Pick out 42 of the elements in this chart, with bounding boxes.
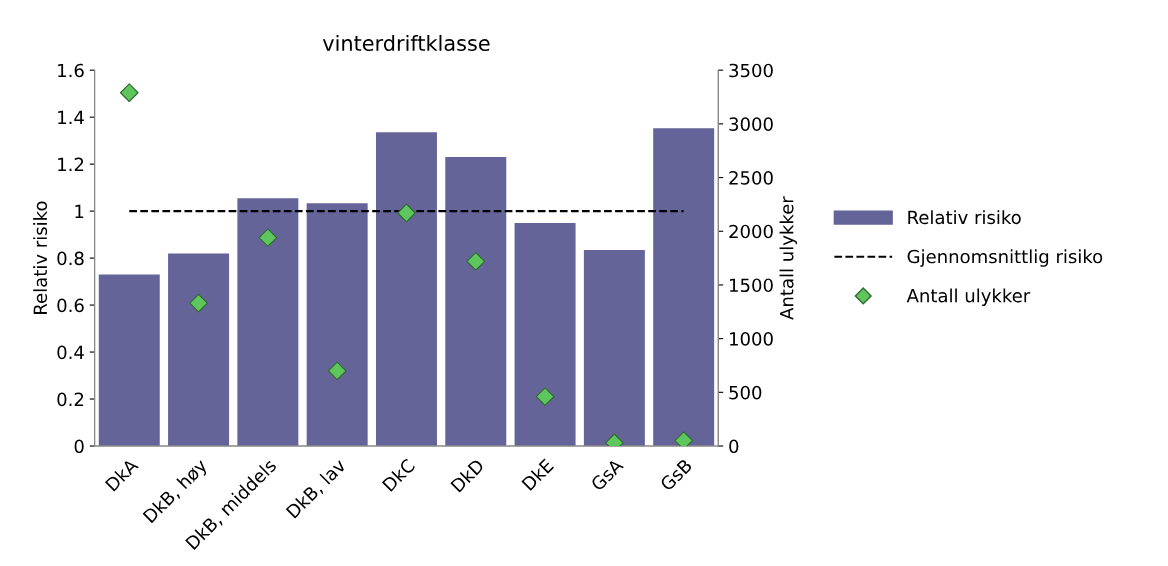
legend-label: Relativ risiko (908, 210, 1021, 225)
y-tick-label: 1.6 (58, 63, 84, 78)
y-tick-label: 0.8 (57, 251, 84, 266)
y2-tick-label: 3000 (729, 117, 773, 131)
bar (583, 250, 645, 447)
legend-label: Antall ulykker (906, 288, 1031, 306)
point (466, 251, 486, 271)
x-tick-label: GsA (590, 457, 625, 492)
y2-tick-label: 1000 (730, 332, 773, 346)
y-axis-title: Relativ risiko (33, 201, 48, 314)
bar (514, 223, 576, 447)
y-tick-label: 0.4 (57, 345, 84, 360)
y2-tick-label: 2500 (729, 171, 773, 185)
bar (653, 128, 715, 447)
y2-tick-label: 500 (729, 385, 762, 400)
bar (237, 198, 299, 447)
bar (375, 132, 437, 447)
point (258, 228, 278, 248)
bar (168, 253, 230, 447)
y2-axis-title: Antall ulykker (779, 196, 798, 320)
point (327, 361, 347, 381)
y-tick-label: 0.6 (57, 298, 84, 313)
y2-tick-label: 2000 (729, 224, 773, 239)
y-tick-label: 0 (74, 439, 84, 454)
point (535, 387, 555, 406)
chart-title: vinterdriftklasse (322, 34, 490, 52)
x-tick-label: GsB (659, 458, 693, 492)
y-tick-label: 0.2 (57, 392, 84, 407)
y2-tick-label: 0 (729, 439, 739, 454)
bar (98, 274, 160, 447)
legend-label: Gjennomsnittlig risiko (907, 249, 1103, 267)
y-tick-label: 1.2 (58, 157, 84, 171)
point (397, 203, 416, 223)
point (119, 83, 139, 103)
y-tick-label: 1 (75, 204, 84, 218)
y2-tick-label: 3500 (729, 63, 773, 78)
y-tick-label: 1.4 (58, 110, 84, 125)
bar (445, 157, 507, 447)
point (674, 431, 694, 447)
bar (306, 203, 368, 447)
point (189, 293, 208, 313)
y2-tick-label: 1500 (730, 278, 773, 293)
